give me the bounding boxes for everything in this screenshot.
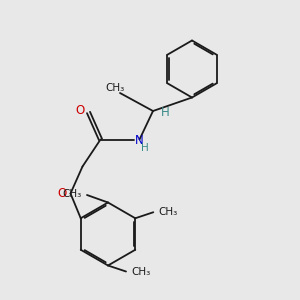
Text: O: O xyxy=(76,104,85,118)
Text: O: O xyxy=(58,187,67,200)
Text: CH₃: CH₃ xyxy=(62,189,82,200)
Text: H: H xyxy=(141,143,149,153)
Text: H: H xyxy=(161,106,170,119)
Text: N: N xyxy=(135,134,144,147)
Text: CH₃: CH₃ xyxy=(131,267,151,277)
Text: CH₃: CH₃ xyxy=(106,82,125,93)
Text: CH₃: CH₃ xyxy=(159,207,178,217)
